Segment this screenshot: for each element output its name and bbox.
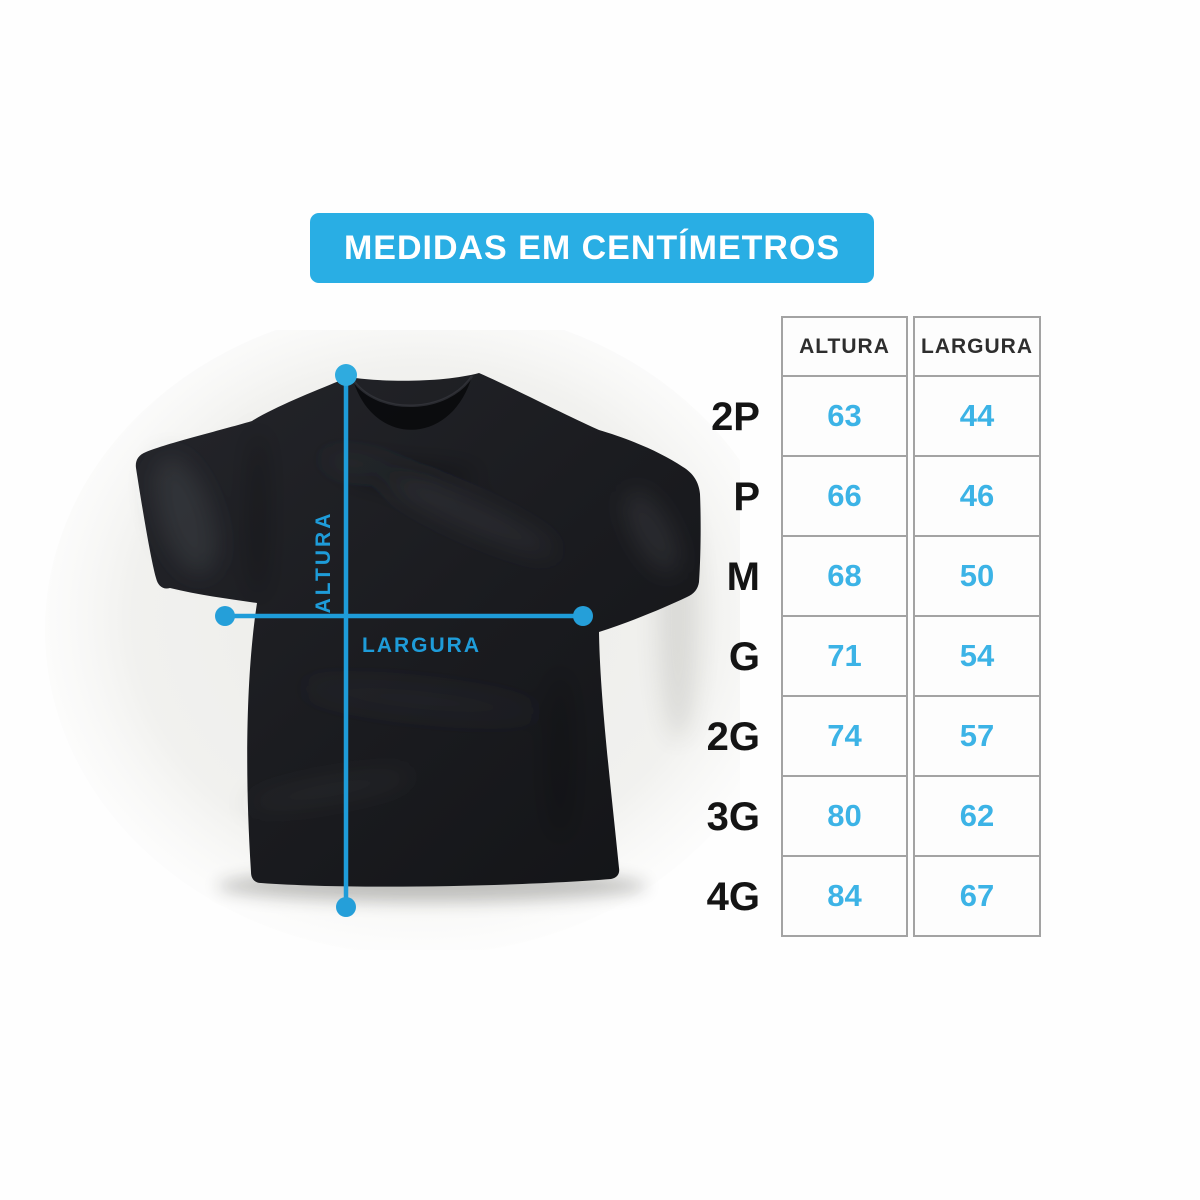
height-top-dot [335, 364, 357, 386]
size-label-3g: 3G [706, 794, 760, 839]
title-banner: MEDIDAS EM CENTÍMETROS [310, 213, 874, 283]
tshirt-diagram: ALTURA LARGURA [45, 330, 740, 950]
largura-value-m: 50 [915, 535, 1039, 615]
size-label-2p: 2P [711, 394, 760, 439]
title-text: MEDIDAS EM CENTÍMETROS [343, 228, 841, 267]
altura-column: ALTURA 63 66 68 71 74 80 84 [781, 316, 908, 937]
measure-endpoint-dots [215, 364, 593, 917]
largura-value-4g: 67 [915, 855, 1039, 935]
column-header-altura: ALTURA [799, 334, 890, 358]
width-left-dot [215, 606, 235, 626]
size-label-column: 2P P M G 2G 3G 4G [650, 316, 760, 937]
largura-column: LARGURA 44 46 50 54 57 62 67 [913, 316, 1041, 937]
column-header-largura: LARGURA [921, 334, 1033, 358]
size-label-2g: 2G [706, 714, 760, 759]
altura-value-m: 68 [783, 535, 906, 615]
size-label-spacer [650, 316, 760, 377]
height-bottom-dot [336, 897, 356, 917]
size-label-4g: 4G [706, 874, 760, 919]
altura-value-p: 66 [783, 455, 906, 535]
largura-value-2g: 57 [915, 695, 1039, 775]
collar-opening [353, 376, 472, 430]
largura-value-3g: 62 [915, 775, 1039, 855]
size-label-p: P [733, 474, 760, 519]
size-table: 2P P M G 2G 3G 4G ALTURA 63 66 68 71 74 … [650, 316, 1041, 937]
altura-value-3g: 80 [783, 775, 906, 855]
largura-value-2p: 44 [915, 375, 1039, 455]
altura-value-g: 71 [783, 615, 906, 695]
width-label: LARGURA [362, 634, 481, 657]
largura-value-p: 46 [915, 455, 1039, 535]
width-right-dot [573, 606, 593, 626]
size-label-g: G [728, 634, 760, 679]
height-label: ALTURA [312, 511, 335, 614]
altura-value-2p: 63 [783, 375, 906, 455]
largura-value-g: 54 [915, 615, 1039, 695]
fabric-wrinkles [153, 430, 679, 840]
altura-value-2g: 74 [783, 695, 906, 775]
collar-band-rim [351, 375, 474, 408]
altura-value-4g: 84 [783, 855, 906, 935]
measurement-lines [225, 375, 583, 907]
size-label-m: M [726, 554, 760, 599]
